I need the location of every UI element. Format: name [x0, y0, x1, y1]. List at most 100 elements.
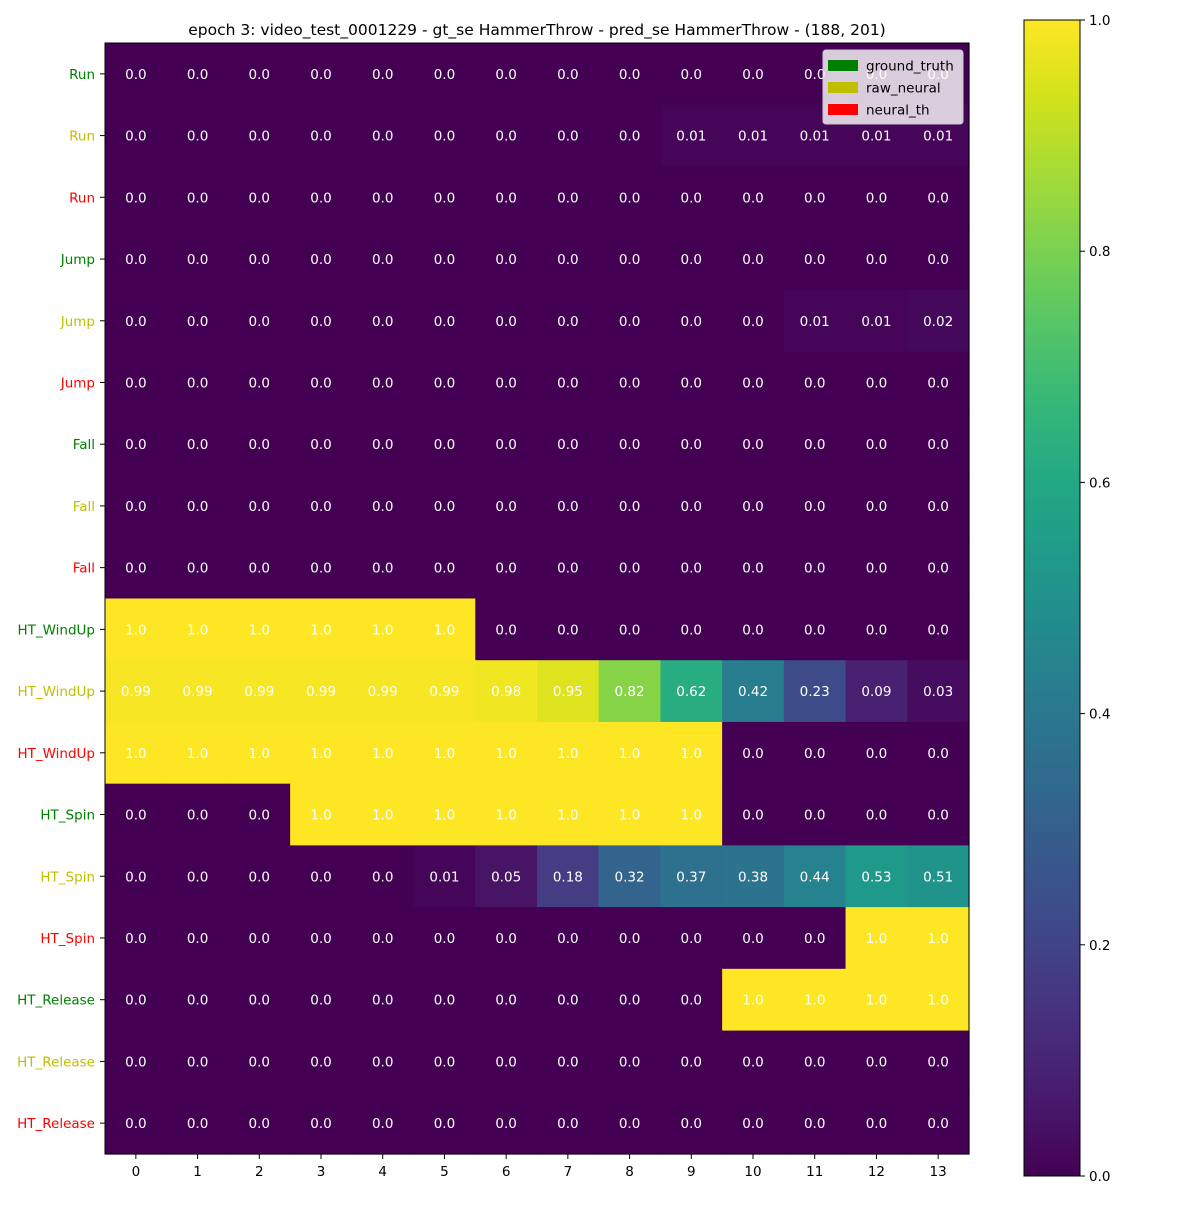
- heatmap-cell: [845, 783, 908, 846]
- heatmap-cell: [537, 228, 600, 291]
- heatmap-cell: [475, 104, 538, 168]
- cell-value-label: 0.0: [495, 561, 516, 577]
- cell-value-label: 0.0: [927, 499, 948, 515]
- y-tick-label: Run: [69, 129, 95, 145]
- heatmap-cell: [413, 413, 476, 476]
- heatmap-cell: [598, 907, 662, 970]
- heatmap-cell: [845, 536, 908, 600]
- heatmap-cell: [783, 721, 847, 785]
- cell-value-label: 0.0: [927, 190, 948, 206]
- heatmap-cell: [783, 289, 847, 353]
- cell-value-label: 0.99: [244, 684, 274, 700]
- heatmap-cell: [166, 43, 230, 106]
- cell-value-label: 0.0: [742, 437, 763, 453]
- cell-value-label: 0.0: [310, 499, 331, 515]
- cell-value-label: 0.0: [619, 375, 640, 391]
- cell-value-label: 0.01: [738, 129, 768, 145]
- cell-value-label: 0.0: [495, 993, 516, 1009]
- cell-value-label: 0.0: [372, 190, 393, 206]
- heatmap-cell: [290, 289, 353, 353]
- y-tick-label: HT_WindUp: [17, 684, 95, 700]
- cell-value-labels: 0.0 0.0 0.0 0.0 0.0 0.0 0.0 0.0 0.0 0.0 0.0 0.0 0.0 0…: [121, 67, 953, 1132]
- cell-value-label: 0.0: [866, 499, 887, 515]
- x-tick-label: 13: [930, 1164, 947, 1180]
- heatmap-cell: [413, 598, 476, 661]
- heatmap-cell: [413, 660, 476, 723]
- heatmap-cell: [290, 783, 353, 846]
- cell-value-label: 0.0: [742, 808, 763, 824]
- cell-value-label: 0.0: [310, 1116, 331, 1132]
- heatmap-cell: [783, 475, 847, 538]
- legend: ground_truth raw_neural neural_th: [822, 49, 964, 125]
- colorbar-tick-label: 0.2: [1089, 938, 1110, 954]
- cell-value-label: 0.0: [249, 561, 270, 577]
- cell-value-label: 0.0: [927, 622, 948, 638]
- cell-value-label: 0.0: [187, 375, 208, 391]
- heatmap-cell: [228, 104, 291, 168]
- cell-value-label: 0.0: [495, 622, 516, 638]
- cell-value-label: 0.0: [310, 869, 331, 885]
- heatmap-cell: [166, 475, 230, 538]
- heatmap-cell: [166, 351, 230, 414]
- cell-value-label: 0.0: [742, 746, 763, 762]
- cell-value-label: 0.0: [310, 993, 331, 1009]
- cell-value-label: 0.0: [557, 314, 578, 330]
- cell-value-label: 1.0: [681, 746, 702, 762]
- legend-swatch: [828, 82, 858, 93]
- heatmap-cell: [105, 1030, 168, 1093]
- heatmap-cell: [290, 475, 353, 538]
- cell-value-label: 0.0: [619, 67, 640, 83]
- x-tick-label: 3: [317, 1164, 326, 1180]
- cell-value-label: 0.0: [619, 1054, 640, 1070]
- cell-value-label: 1.0: [742, 993, 763, 1009]
- heatmap-cell: [907, 845, 970, 908]
- cell-value-label: 0.0: [742, 190, 763, 206]
- cell-value-label: 0.0: [495, 375, 516, 391]
- heatmap-cell: [105, 104, 168, 168]
- cell-value-label: 0.0: [187, 129, 208, 145]
- cell-value-label: 0.0: [866, 808, 887, 824]
- heatmap-cell: [907, 783, 970, 846]
- heatmap-cell: [660, 228, 723, 291]
- heatmap-cell: [537, 1092, 600, 1155]
- cell-value-label: 0.0: [742, 622, 763, 638]
- heatmap-cell: [722, 907, 785, 970]
- heatmap-cell: [537, 1030, 600, 1093]
- x-tick-label: 1: [193, 1164, 202, 1180]
- colorbar-gradient: [1023, 19, 1081, 1177]
- heatmap-cell: [845, 475, 908, 538]
- cell-value-label: 0.0: [619, 1116, 640, 1132]
- cell-value-label: 0.0: [681, 314, 702, 330]
- colorbar-tick-label: 0.4: [1089, 707, 1110, 723]
- cell-value-label: 0.0: [187, 314, 208, 330]
- cell-value-label: 0.0: [927, 1054, 948, 1070]
- cell-value-label: 0.0: [125, 375, 146, 391]
- heatmap-cell: [598, 721, 662, 785]
- heatmap-cell: [166, 783, 230, 846]
- heatmap-cell: [598, 228, 662, 291]
- cell-value-label: 0.0: [495, 1054, 516, 1070]
- heatmap-cell: [228, 413, 291, 476]
- cell-value-label: 0.0: [187, 499, 208, 515]
- cell-value-label: 0.0: [125, 67, 146, 83]
- cell-value-label: 0.0: [804, 622, 825, 638]
- heatmap-cell: [660, 721, 723, 785]
- cell-value-label: 0.0: [249, 931, 270, 947]
- heatmap-cell: [228, 968, 291, 1032]
- cell-value-label: 0.0: [372, 437, 393, 453]
- heatmap-cell: [783, 413, 847, 476]
- heatmap-cell: [722, 166, 785, 229]
- heatmap-cell: [660, 289, 723, 353]
- y-tick-label: Jump: [60, 375, 95, 391]
- heatmap-cell: [290, 660, 353, 723]
- cell-value-label: 0.0: [681, 1116, 702, 1132]
- cell-value-label: 0.0: [866, 252, 887, 268]
- cell-value-label: 0.0: [804, 437, 825, 453]
- cell-value-label: 0.0: [742, 499, 763, 515]
- cell-value-label: 0.0: [804, 1116, 825, 1132]
- heatmap-cell: [537, 845, 600, 908]
- heatmap-cell: [166, 289, 230, 353]
- heatmap-cell: [660, 1092, 723, 1155]
- x-tick-label: 6: [502, 1164, 511, 1180]
- cell-value-label: 0.0: [742, 375, 763, 391]
